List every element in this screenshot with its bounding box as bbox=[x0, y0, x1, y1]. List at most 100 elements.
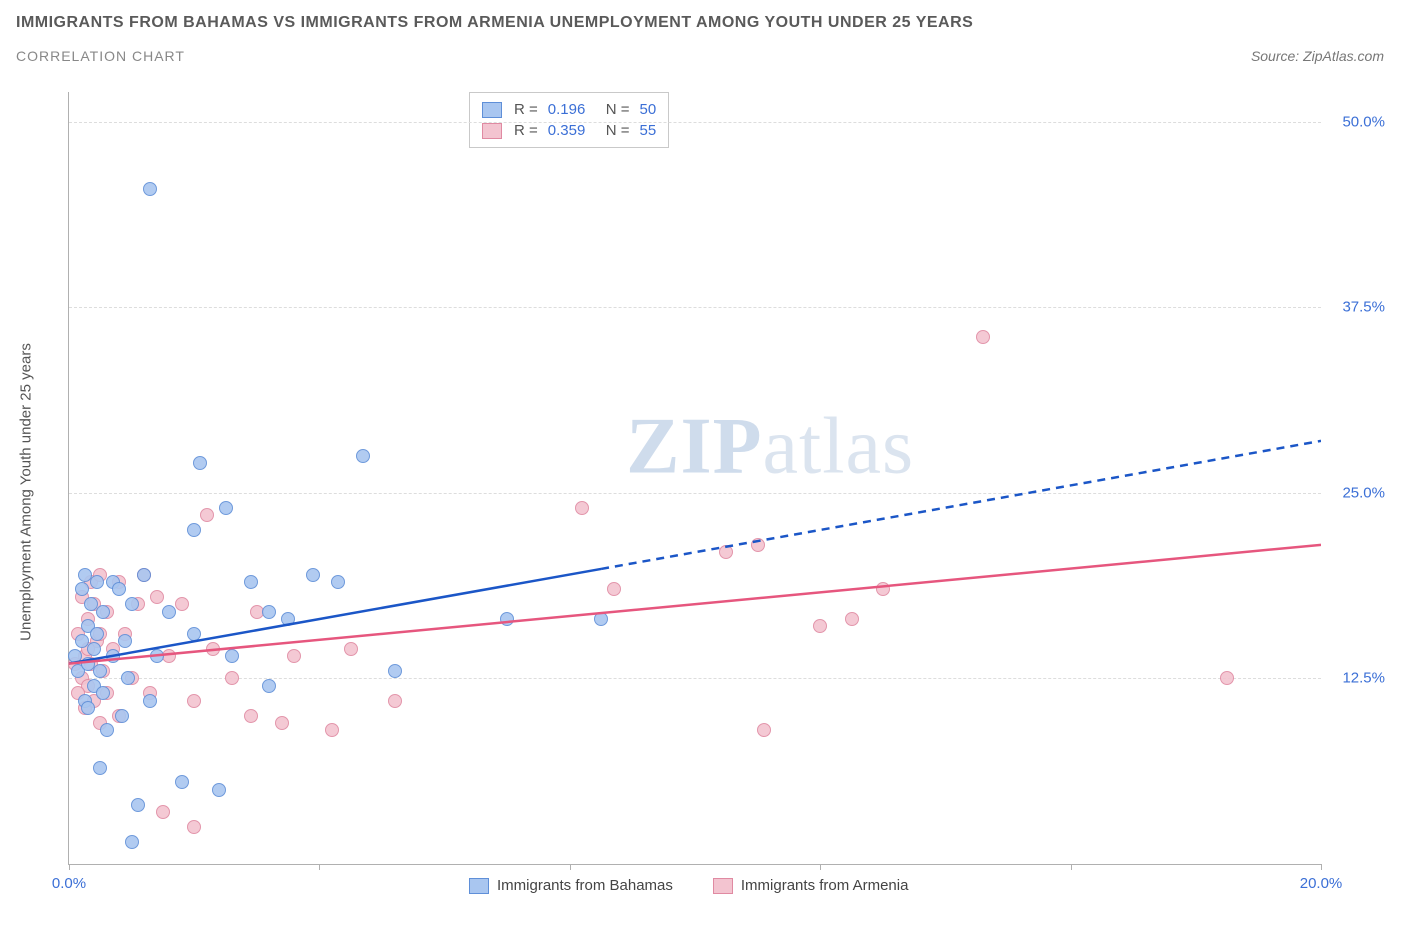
r-value-bahamas: 0.196 bbox=[548, 101, 592, 118]
data-point bbox=[137, 568, 151, 582]
data-point bbox=[93, 761, 107, 775]
watermark-zip: ZIP bbox=[626, 403, 762, 491]
gridline bbox=[69, 307, 1321, 308]
header: IMMIGRANTS FROM BAHAMAS VS IMMIGRANTS FR… bbox=[0, 0, 1406, 64]
data-point bbox=[331, 575, 345, 589]
data-point bbox=[281, 612, 295, 626]
data-point bbox=[75, 582, 89, 596]
r-value-armenia: 0.359 bbox=[548, 122, 592, 139]
data-point bbox=[81, 701, 95, 715]
x-tick bbox=[1321, 864, 1322, 870]
data-point bbox=[813, 619, 827, 633]
data-point bbox=[143, 694, 157, 708]
data-point bbox=[118, 634, 132, 648]
data-point bbox=[976, 330, 990, 344]
data-point bbox=[115, 709, 129, 723]
data-point bbox=[244, 575, 258, 589]
swatch-bahamas bbox=[482, 102, 502, 118]
data-point bbox=[219, 501, 233, 515]
data-point bbox=[275, 716, 289, 730]
gridline bbox=[69, 122, 1321, 123]
header-subrow: CORRELATION CHART Source: ZipAtlas.com bbox=[16, 48, 1406, 64]
data-point bbox=[287, 649, 301, 663]
data-point bbox=[845, 612, 859, 626]
data-point bbox=[306, 568, 320, 582]
x-tick bbox=[69, 864, 70, 870]
series-legend: Immigrants from Bahamas Immigrants from … bbox=[469, 877, 908, 894]
data-point bbox=[175, 775, 189, 789]
n-value-bahamas: 50 bbox=[640, 101, 657, 118]
watermark-atlas: atlas bbox=[762, 403, 914, 491]
y-tick-label: 12.5% bbox=[1342, 670, 1385, 687]
data-point bbox=[1220, 671, 1234, 685]
data-point bbox=[150, 590, 164, 604]
data-point bbox=[100, 723, 114, 737]
data-point bbox=[112, 582, 126, 596]
data-point bbox=[131, 798, 145, 812]
data-point bbox=[344, 642, 358, 656]
x-tick-label: 0.0% bbox=[52, 875, 86, 892]
data-point bbox=[575, 501, 589, 515]
data-point bbox=[262, 679, 276, 693]
data-point bbox=[125, 597, 139, 611]
data-point bbox=[162, 605, 176, 619]
watermark: ZIPatlas bbox=[626, 402, 914, 493]
data-point bbox=[388, 694, 402, 708]
x-tick-label: 20.0% bbox=[1300, 875, 1343, 892]
data-point bbox=[87, 642, 101, 656]
trendlines bbox=[69, 92, 1321, 864]
y-axis-label: Unemployment Among Youth under 25 years bbox=[18, 343, 35, 641]
data-point bbox=[187, 523, 201, 537]
data-point bbox=[719, 545, 733, 559]
r-label: R = bbox=[514, 101, 538, 118]
data-point bbox=[594, 612, 608, 626]
series-legend-armenia: Immigrants from Armenia bbox=[713, 877, 909, 894]
data-point bbox=[175, 597, 189, 611]
y-tick-label: 25.0% bbox=[1342, 484, 1385, 501]
data-point bbox=[125, 835, 139, 849]
data-point bbox=[225, 649, 239, 663]
data-point bbox=[156, 805, 170, 819]
legend-row-bahamas: R = 0.196 N = 50 bbox=[482, 99, 656, 120]
data-point bbox=[187, 694, 201, 708]
data-point bbox=[96, 686, 110, 700]
data-point bbox=[90, 575, 104, 589]
data-point bbox=[143, 182, 157, 196]
data-point bbox=[225, 671, 239, 685]
data-point bbox=[757, 723, 771, 737]
swatch-armenia bbox=[713, 878, 733, 894]
data-point bbox=[193, 456, 207, 470]
data-point bbox=[187, 627, 201, 641]
n-value-armenia: 55 bbox=[640, 122, 657, 139]
x-tick bbox=[319, 864, 320, 870]
data-point bbox=[162, 649, 176, 663]
data-point bbox=[262, 605, 276, 619]
data-point bbox=[244, 709, 258, 723]
series-legend-bahamas: Immigrants from Bahamas bbox=[469, 877, 673, 894]
chart-container: Unemployment Among Youth under 25 years … bbox=[16, 92, 1392, 912]
data-point bbox=[121, 671, 135, 685]
x-tick bbox=[570, 864, 571, 870]
data-point bbox=[150, 649, 164, 663]
n-label: N = bbox=[606, 122, 630, 139]
series-label-bahamas: Immigrants from Bahamas bbox=[497, 877, 673, 894]
gridline bbox=[69, 678, 1321, 679]
r-label: R = bbox=[514, 122, 538, 139]
chart-subtitle: CORRELATION CHART bbox=[16, 48, 185, 64]
n-label: N = bbox=[606, 101, 630, 118]
data-point bbox=[187, 820, 201, 834]
swatch-bahamas bbox=[469, 878, 489, 894]
swatch-armenia bbox=[482, 123, 502, 139]
plot-area: ZIPatlas R = 0.196 N = 50 R = 0.359 N = … bbox=[68, 92, 1321, 865]
x-tick bbox=[820, 864, 821, 870]
data-point bbox=[751, 538, 765, 552]
data-point bbox=[500, 612, 514, 626]
y-tick-label: 37.5% bbox=[1342, 299, 1385, 316]
data-point bbox=[93, 664, 107, 678]
data-point bbox=[388, 664, 402, 678]
x-tick bbox=[1071, 864, 1072, 870]
data-point bbox=[90, 627, 104, 641]
data-point bbox=[607, 582, 621, 596]
data-point bbox=[96, 605, 110, 619]
chart-title: IMMIGRANTS FROM BAHAMAS VS IMMIGRANTS FR… bbox=[16, 14, 1406, 32]
